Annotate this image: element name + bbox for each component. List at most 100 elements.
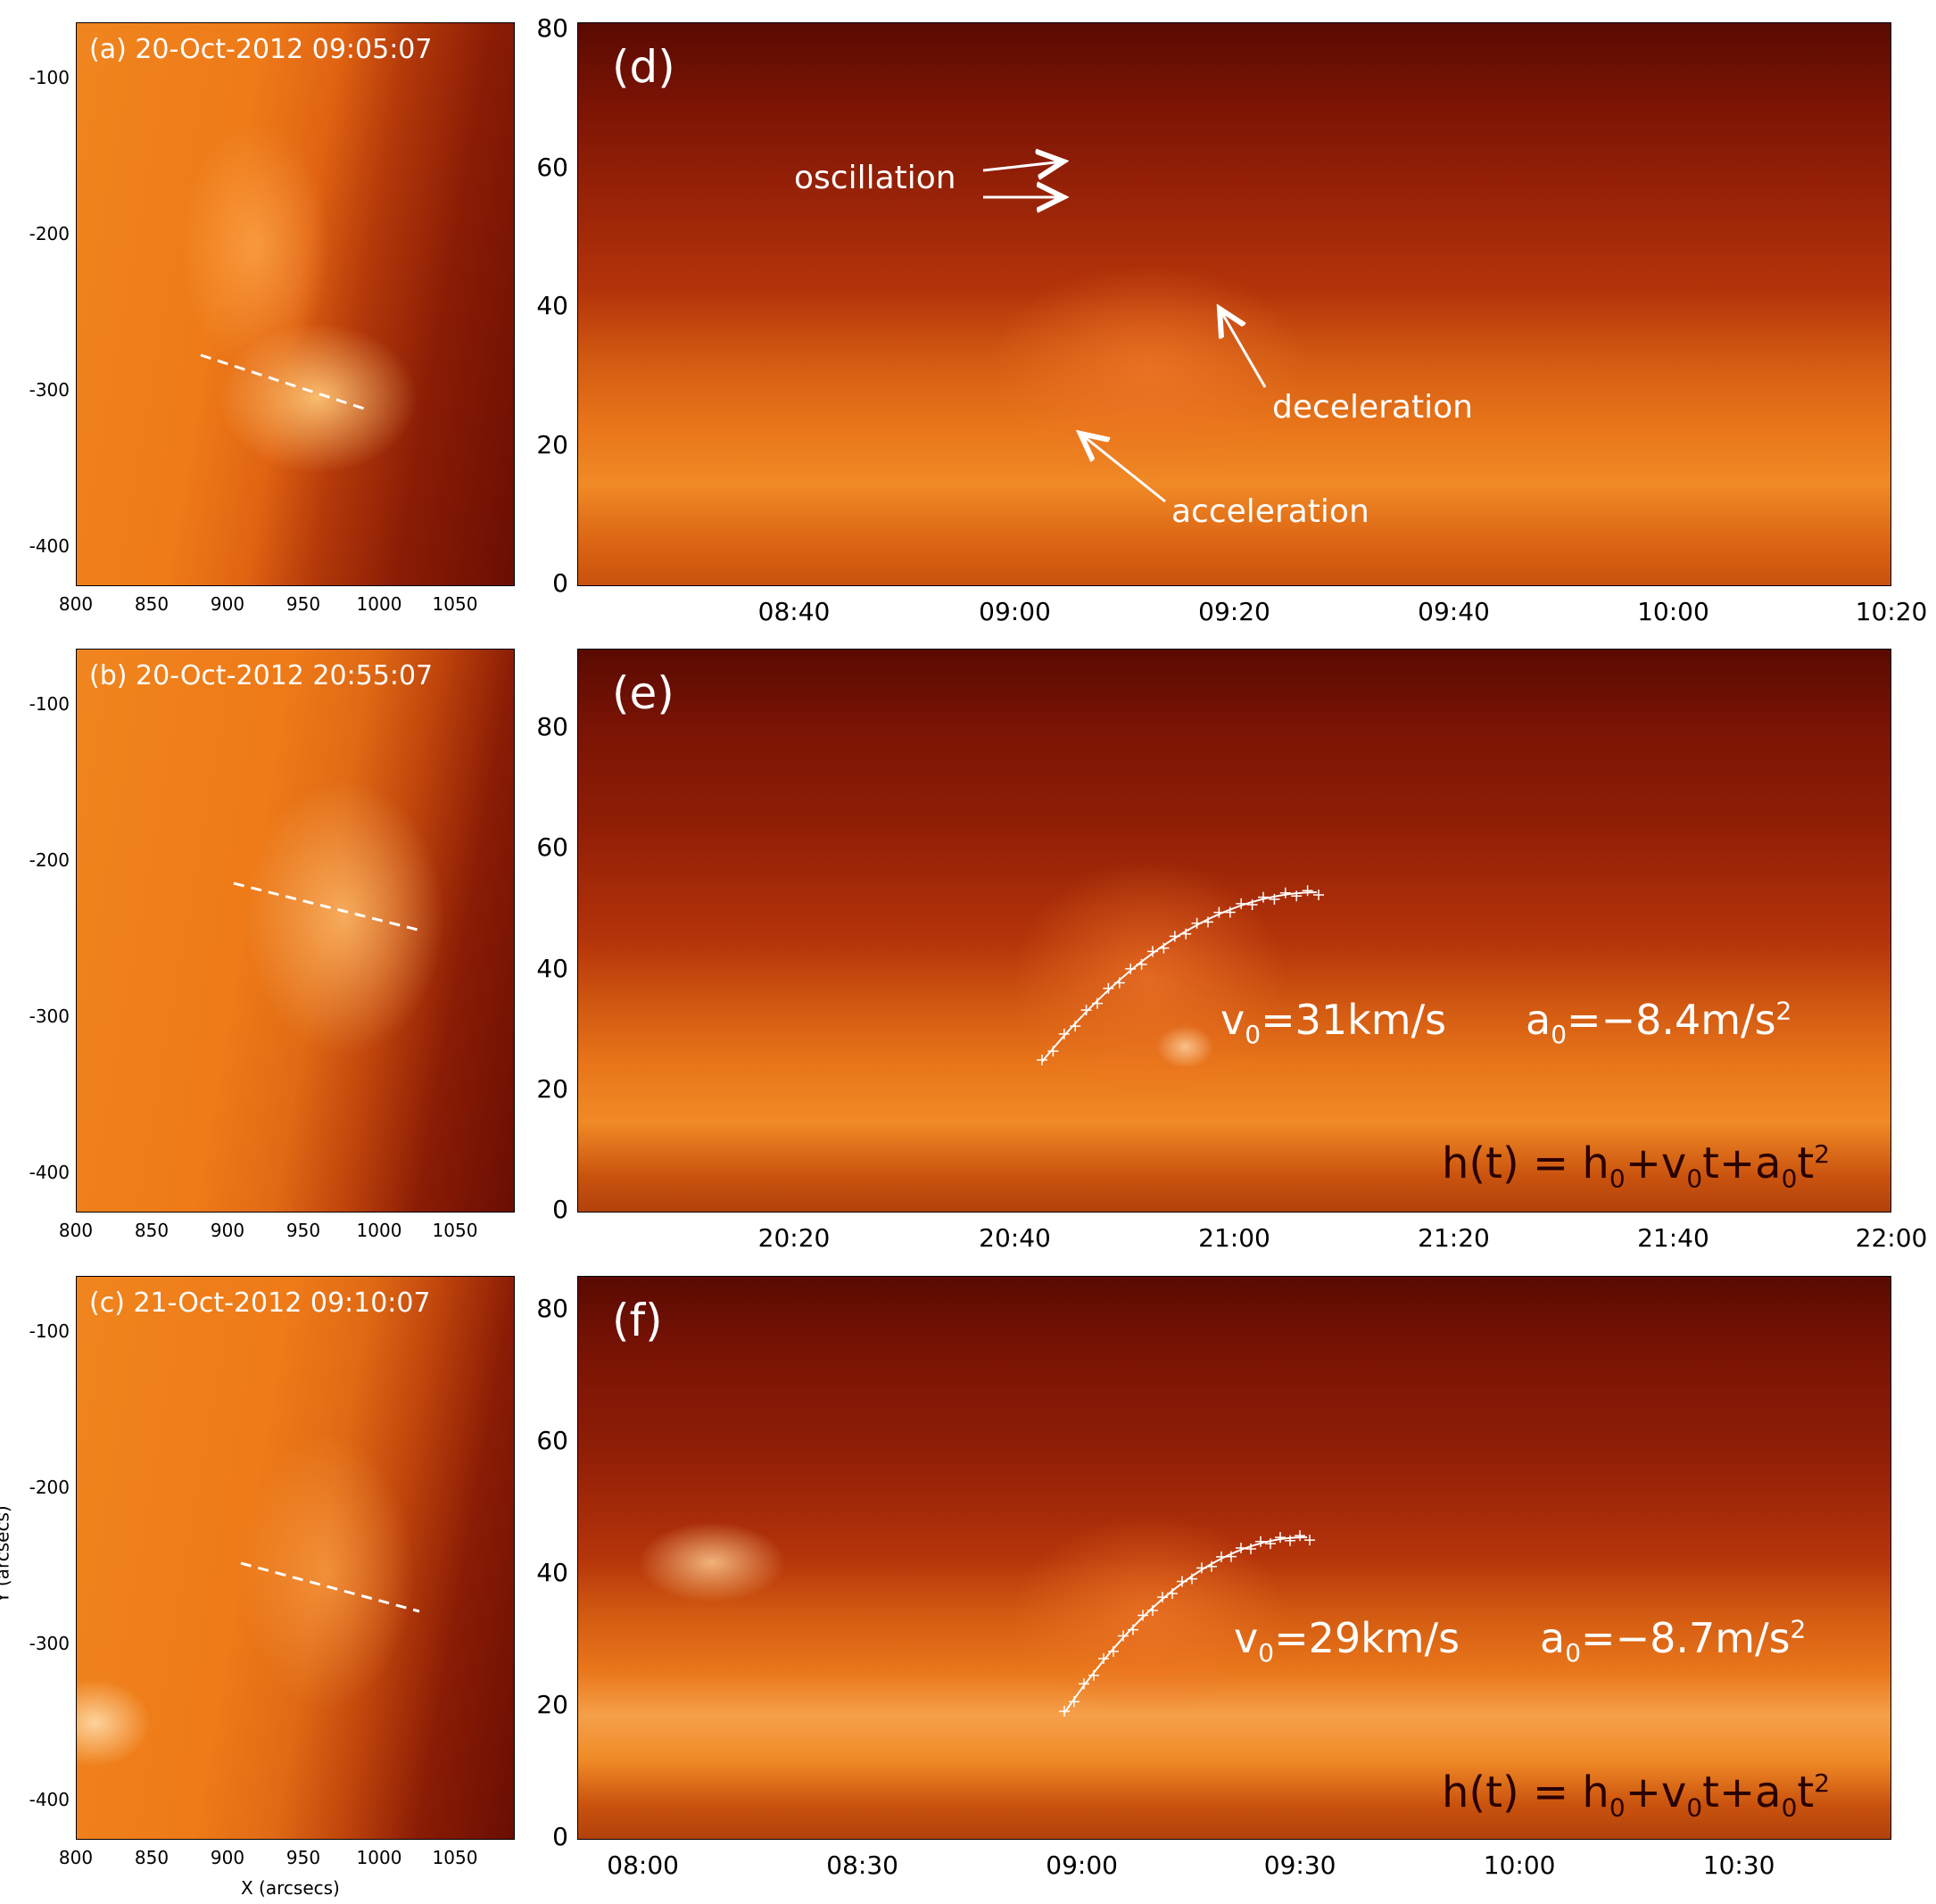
height-measurement-point <box>1216 1551 1227 1562</box>
fit-v0-f: v0=29km/s <box>1234 1614 1460 1668</box>
height-measurement-point <box>1103 982 1114 994</box>
fit-curve-f <box>1059 1530 1315 1717</box>
timeslice-y-tick: 80 <box>536 1293 568 1323</box>
height-measurement-point <box>1088 1669 1099 1681</box>
height-measurement-point <box>1147 1605 1158 1617</box>
image-y-tick: -300 <box>29 1633 70 1654</box>
image-x-tick: 1000 <box>356 1220 402 1241</box>
height-measurement-point <box>1092 998 1103 1009</box>
timeslice-x-tick: 22:00 <box>1855 1223 1928 1253</box>
height-measurement-point <box>1291 890 1303 902</box>
annotation-deceleration: deceleration <box>1272 389 1473 426</box>
image-panel-c: (c) 21-Oct-2012 09:10:07 <box>76 1276 515 1840</box>
image-x-tick: 1050 <box>432 1847 478 1868</box>
height-measurement-point <box>1187 1573 1197 1585</box>
image-panel-b: (b) 20-Oct-2012 20:55:07 <box>76 649 515 1213</box>
timeslice-image-e <box>578 650 1890 1212</box>
height-measurement-point <box>1047 1046 1059 1057</box>
timeslice-y-tick: 60 <box>536 832 568 863</box>
image-y-tick: -100 <box>29 1320 70 1342</box>
timeslice-y-tick: 0 <box>552 568 568 598</box>
timeslice-y-tick: 20 <box>536 1689 568 1719</box>
slit-line-c <box>240 1561 420 1613</box>
height-measurement-point <box>1157 1592 1168 1603</box>
annotation-oscillation: oscillation <box>794 160 956 196</box>
height-measurement-point <box>1177 1576 1187 1587</box>
image-label-c: (c) 21-Oct-2012 09:10:07 <box>89 1287 431 1319</box>
image-x-tick: 950 <box>285 593 321 615</box>
image-x-axis-label: X (arcsecs) <box>241 1877 340 1899</box>
height-measurement-point <box>1158 942 1170 954</box>
image-x-tick: 800 <box>58 1220 94 1241</box>
timeslice-x-tick: 09:00 <box>1046 1850 1118 1880</box>
timeslice-panel-d: (d) oscillation deceleration acceleratio… <box>577 22 1891 586</box>
timeslice-label-d: (d) <box>612 41 675 93</box>
timeslice-y-tick: 40 <box>536 953 568 983</box>
height-measurement-point <box>1128 1624 1138 1635</box>
height-measurement-point <box>1167 1587 1178 1599</box>
image-x-tick: 800 <box>58 1847 94 1868</box>
image-x-tick: 850 <box>134 1847 170 1868</box>
timeslice-x-tick: 10:20 <box>1855 597 1928 626</box>
image-y-tick: -400 <box>29 1162 70 1183</box>
height-measurement-point <box>1108 1645 1119 1657</box>
timeslice-panel-e: (e) v0=31km/s a0=−8.4m/s2 h(t) = h0+v0t+… <box>577 649 1891 1213</box>
fit-a0-e: a0=−8.4m/s2 <box>1526 996 1792 1050</box>
height-measurement-point <box>1079 1678 1089 1690</box>
timeslice-x-tick: 09:20 <box>1198 597 1270 626</box>
slit-line-a <box>200 353 365 410</box>
timeslice-x-tick: 09:00 <box>979 597 1051 626</box>
height-measurement-point <box>1236 898 1247 909</box>
timeslice-label-e: (e) <box>612 667 674 719</box>
timeslice-x-tick: 10:00 <box>1483 1850 1556 1880</box>
height-measurement-point <box>1136 958 1147 970</box>
timeslice-y-tick: 0 <box>552 1195 568 1224</box>
height-measurement-point <box>1147 946 1158 957</box>
image-y-tick: -300 <box>29 379 70 401</box>
image-x-tick: 900 <box>210 1847 245 1868</box>
height-measurement-point <box>1059 1706 1070 1717</box>
height-measurement-point <box>1191 917 1203 929</box>
height-measurement-point <box>1236 1543 1246 1554</box>
fit-line <box>1041 891 1318 1063</box>
image-x-tick: 900 <box>210 593 245 615</box>
image-x-tick: 850 <box>134 593 170 615</box>
height-measurement-point <box>1196 1562 1207 1574</box>
height-measurement-point <box>1226 1551 1237 1562</box>
timeslice-y-tick: 40 <box>536 291 568 320</box>
timeslice-panel-f: (f) v0=29km/s a0=−8.7m/s2 h(t) = h0+v0t+… <box>577 1276 1891 1840</box>
height-measurement-point <box>1070 1021 1081 1032</box>
timeslice-x-tick: 21:20 <box>1418 1223 1490 1253</box>
image-x-tick: 950 <box>285 1220 321 1241</box>
image-y-axis-label: Y (arcsecs) <box>0 1505 13 1602</box>
height-measurement-point <box>1255 1536 1266 1547</box>
timeslice-y-tick: 20 <box>536 1073 568 1104</box>
image-x-tick: 1050 <box>432 1220 478 1241</box>
timeslice-x-tick: 20:40 <box>979 1223 1051 1253</box>
timeslice-y-tick: 20 <box>536 429 568 459</box>
formula-f: h(t) = h0+v0t+a0t2 <box>1442 1767 1831 1823</box>
image-x-tick: 1050 <box>432 593 478 615</box>
fit-line <box>1063 1536 1307 1714</box>
image-panel-a: (a) 20-Oct-2012 09:05:07 <box>76 22 515 586</box>
timeslice-x-tick: 21:40 <box>1637 1223 1709 1253</box>
image-y-tick: -200 <box>29 849 70 871</box>
height-measurement-point <box>1125 963 1137 974</box>
image-y-tick: -300 <box>29 1006 70 1027</box>
height-measurement-point <box>1037 1055 1047 1065</box>
timeslice-x-tick: 10:00 <box>1637 597 1709 626</box>
height-measurement-point <box>1258 891 1269 903</box>
image-x-tick: 1000 <box>356 593 402 615</box>
timeslice-image-f <box>578 1277 1890 1839</box>
timeslice-x-tick: 21:00 <box>1198 1223 1270 1253</box>
height-measurement-point <box>1206 1560 1217 1572</box>
fit-curve-e <box>1037 885 1324 1065</box>
image-y-tick: -200 <box>29 1477 70 1498</box>
height-measurement-point <box>1113 977 1125 989</box>
height-measurement-point <box>1213 906 1225 918</box>
height-measurement-point <box>1138 1610 1148 1621</box>
height-measurement-point <box>1279 887 1291 898</box>
image-x-tick: 1000 <box>356 1847 402 1868</box>
height-measurement-point <box>1313 890 1324 900</box>
